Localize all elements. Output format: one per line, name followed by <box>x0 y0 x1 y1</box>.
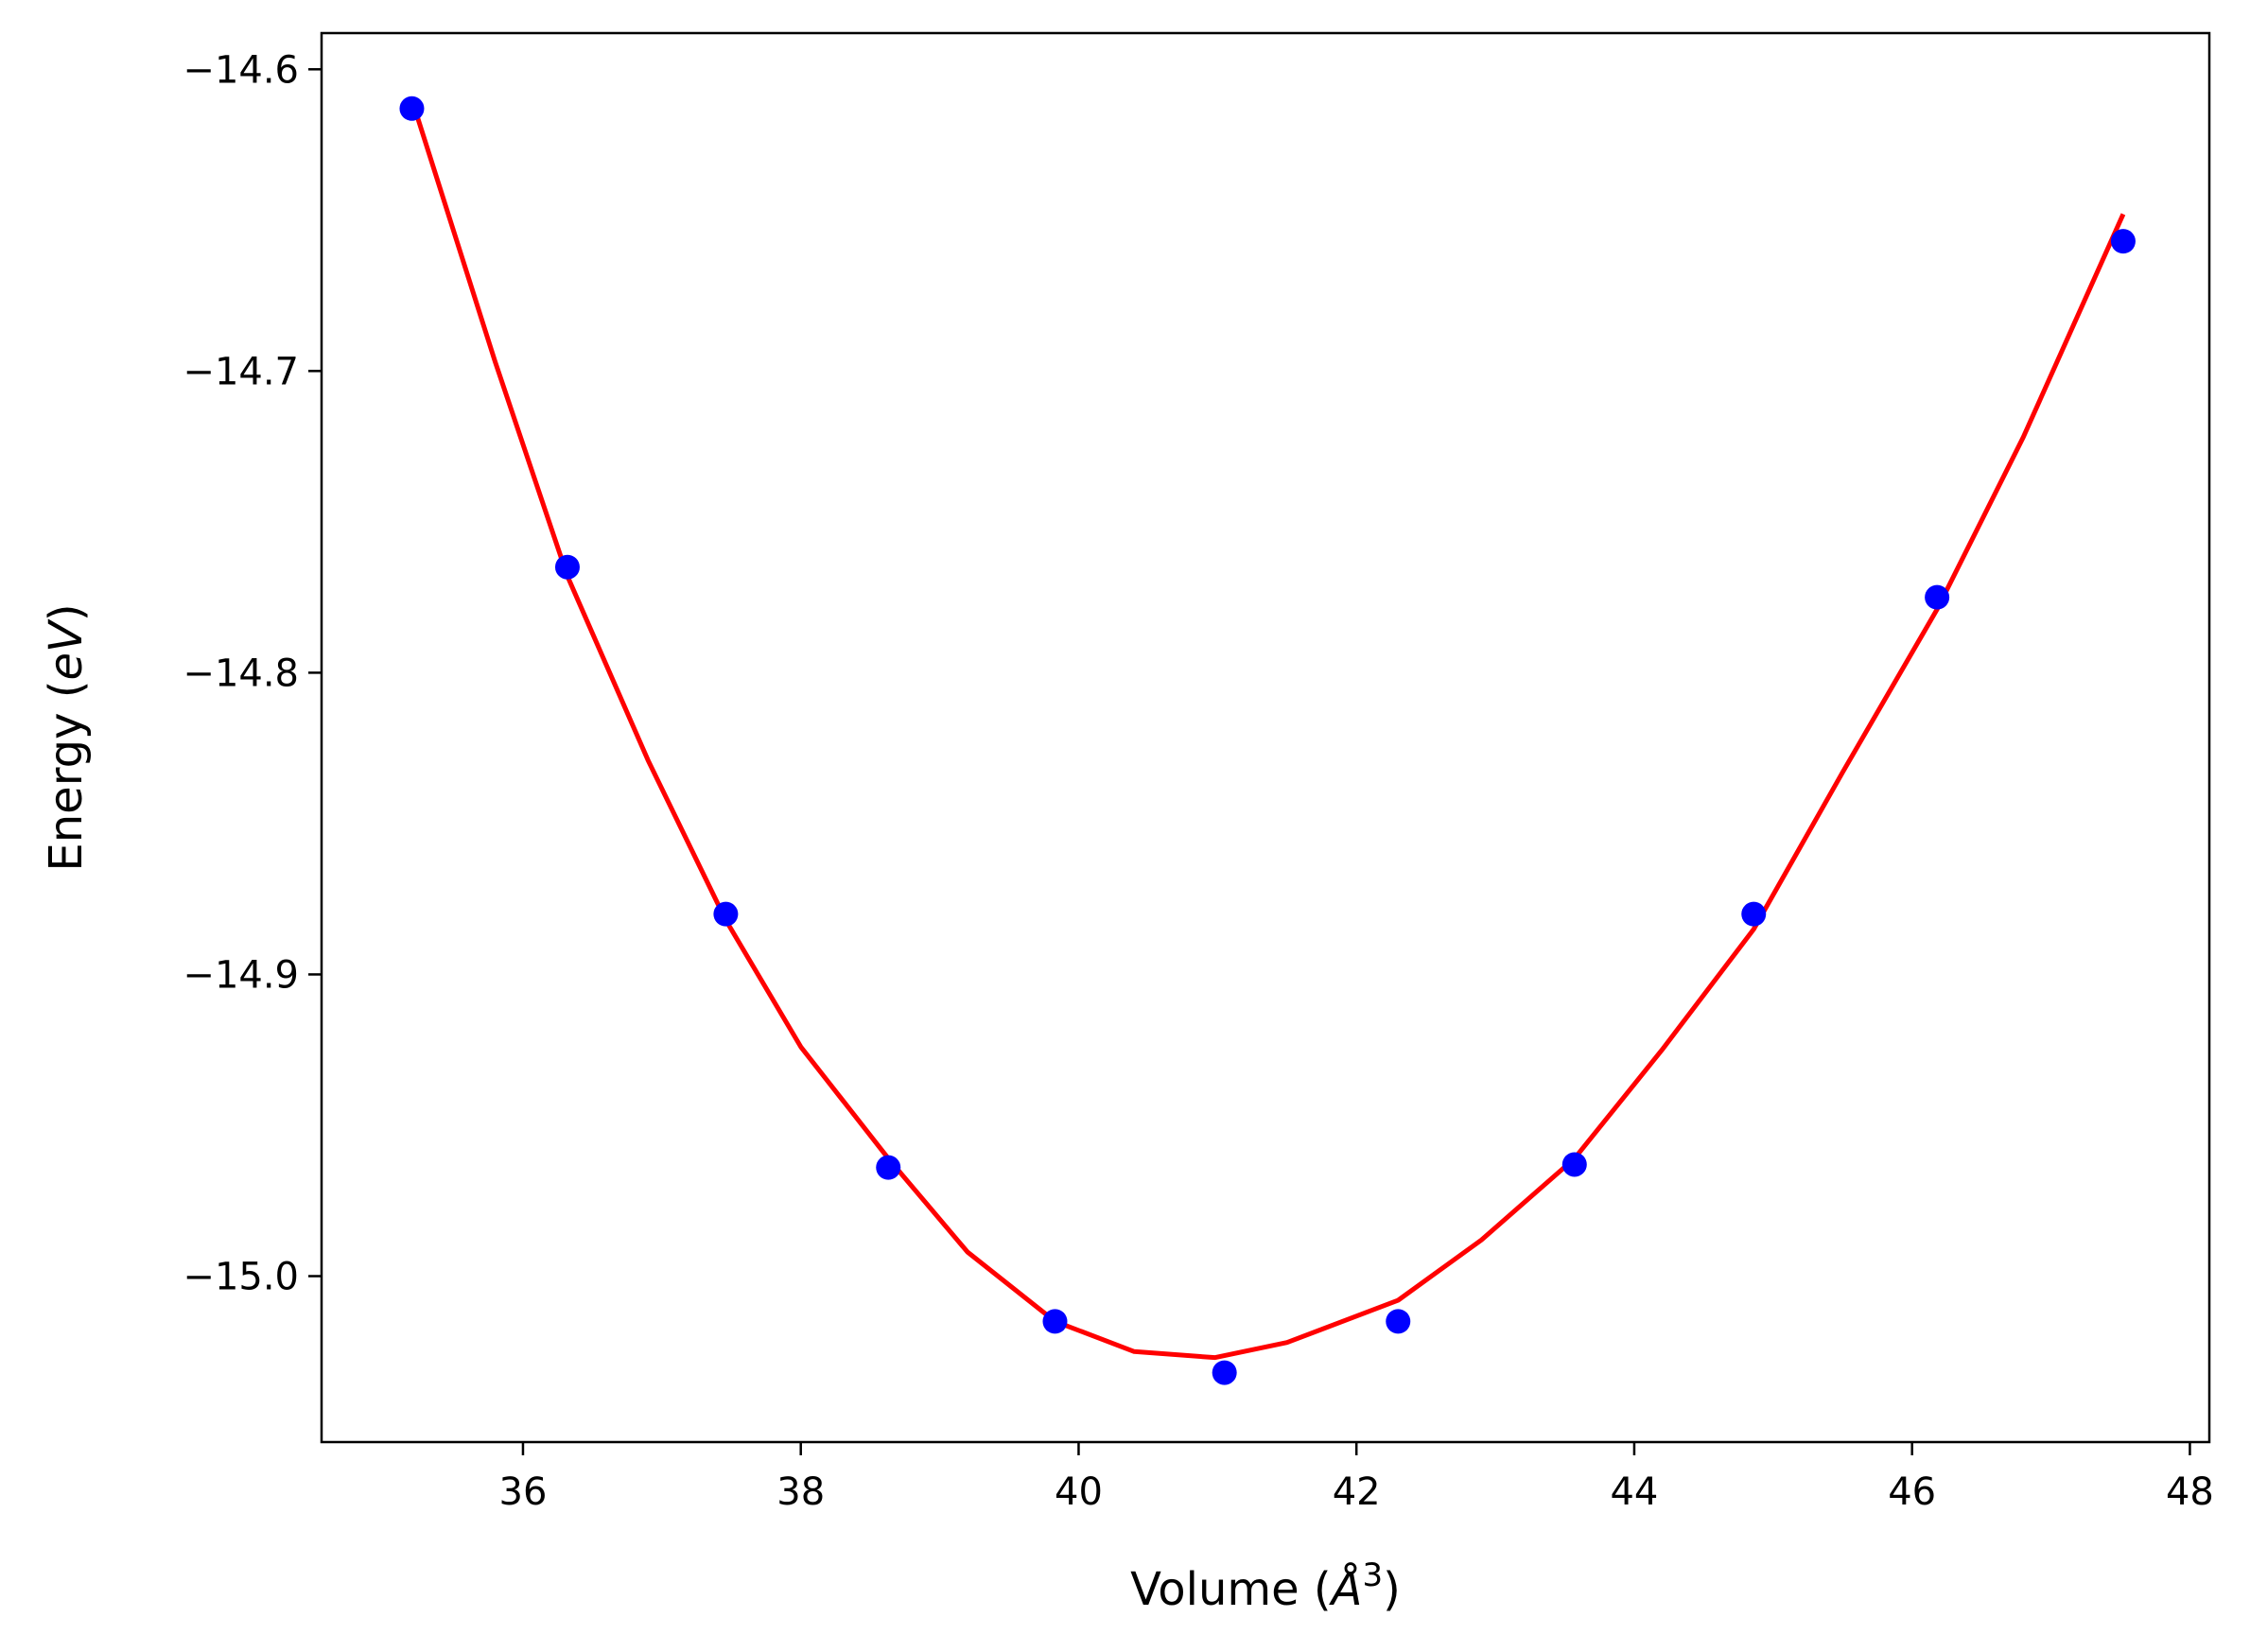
data-point <box>1386 1309 1411 1334</box>
fit-curve <box>410 98 2126 1361</box>
x-axis-label: Volume (Å3) <box>1130 1556 1401 1616</box>
x-axis-label-text: Volume <box>1130 1563 1299 1616</box>
x-tick-label: 48 <box>2166 1470 2214 1514</box>
x-tick-label: 38 <box>776 1470 825 1514</box>
x-tick-label: 42 <box>1333 1470 1381 1514</box>
x-axis-label-unit-power: 3 <box>1362 1556 1383 1594</box>
x-tick-label: 40 <box>1055 1470 1103 1514</box>
plot-area <box>399 96 2136 1385</box>
data-point <box>713 901 739 927</box>
data-point <box>554 554 580 580</box>
data-point <box>2110 229 2136 254</box>
y-tick-label: −14.9 <box>183 953 299 997</box>
y-axis-label: Energy (eV) <box>40 603 93 871</box>
data-point <box>1741 901 1767 927</box>
y-tick-label: −14.7 <box>183 350 299 393</box>
y-tick-label: −14.6 <box>183 48 299 92</box>
y-axis-label-open-paren: ( <box>40 681 93 713</box>
data-point <box>876 1155 901 1180</box>
data-point <box>399 96 425 121</box>
x-tick-label: 36 <box>499 1470 548 1514</box>
x-axis-label-open-paren: ( <box>1299 1563 1332 1616</box>
data-point <box>1561 1152 1587 1177</box>
x-axis-label-unit: Å <box>1329 1562 1363 1616</box>
y-tick-label: −15.0 <box>183 1256 299 1299</box>
fit-curve-layer <box>410 98 2126 1361</box>
data-point <box>1925 584 1950 610</box>
y-axis-label-unit: eV <box>40 618 93 681</box>
x-tick-label: 46 <box>1888 1470 1936 1514</box>
y-axis-ticks: −14.6 −14.7 −14.8 −14.9 −15.0 <box>183 48 322 1299</box>
x-axis-ticks: 36 38 40 42 44 46 48 <box>499 1442 2214 1514</box>
data-point <box>1042 1309 1068 1334</box>
data-point <box>1212 1360 1237 1385</box>
y-axis-label-close-paren: ) <box>40 603 93 621</box>
x-tick-label: 44 <box>1610 1470 1658 1514</box>
y-tick-label: −14.8 <box>183 652 299 695</box>
x-axis-label-close-paren: ) <box>1383 1563 1401 1616</box>
y-axis-label-text: Energy <box>40 713 93 872</box>
plot-frame <box>320 31 2211 1444</box>
data-points-layer <box>399 96 2136 1385</box>
